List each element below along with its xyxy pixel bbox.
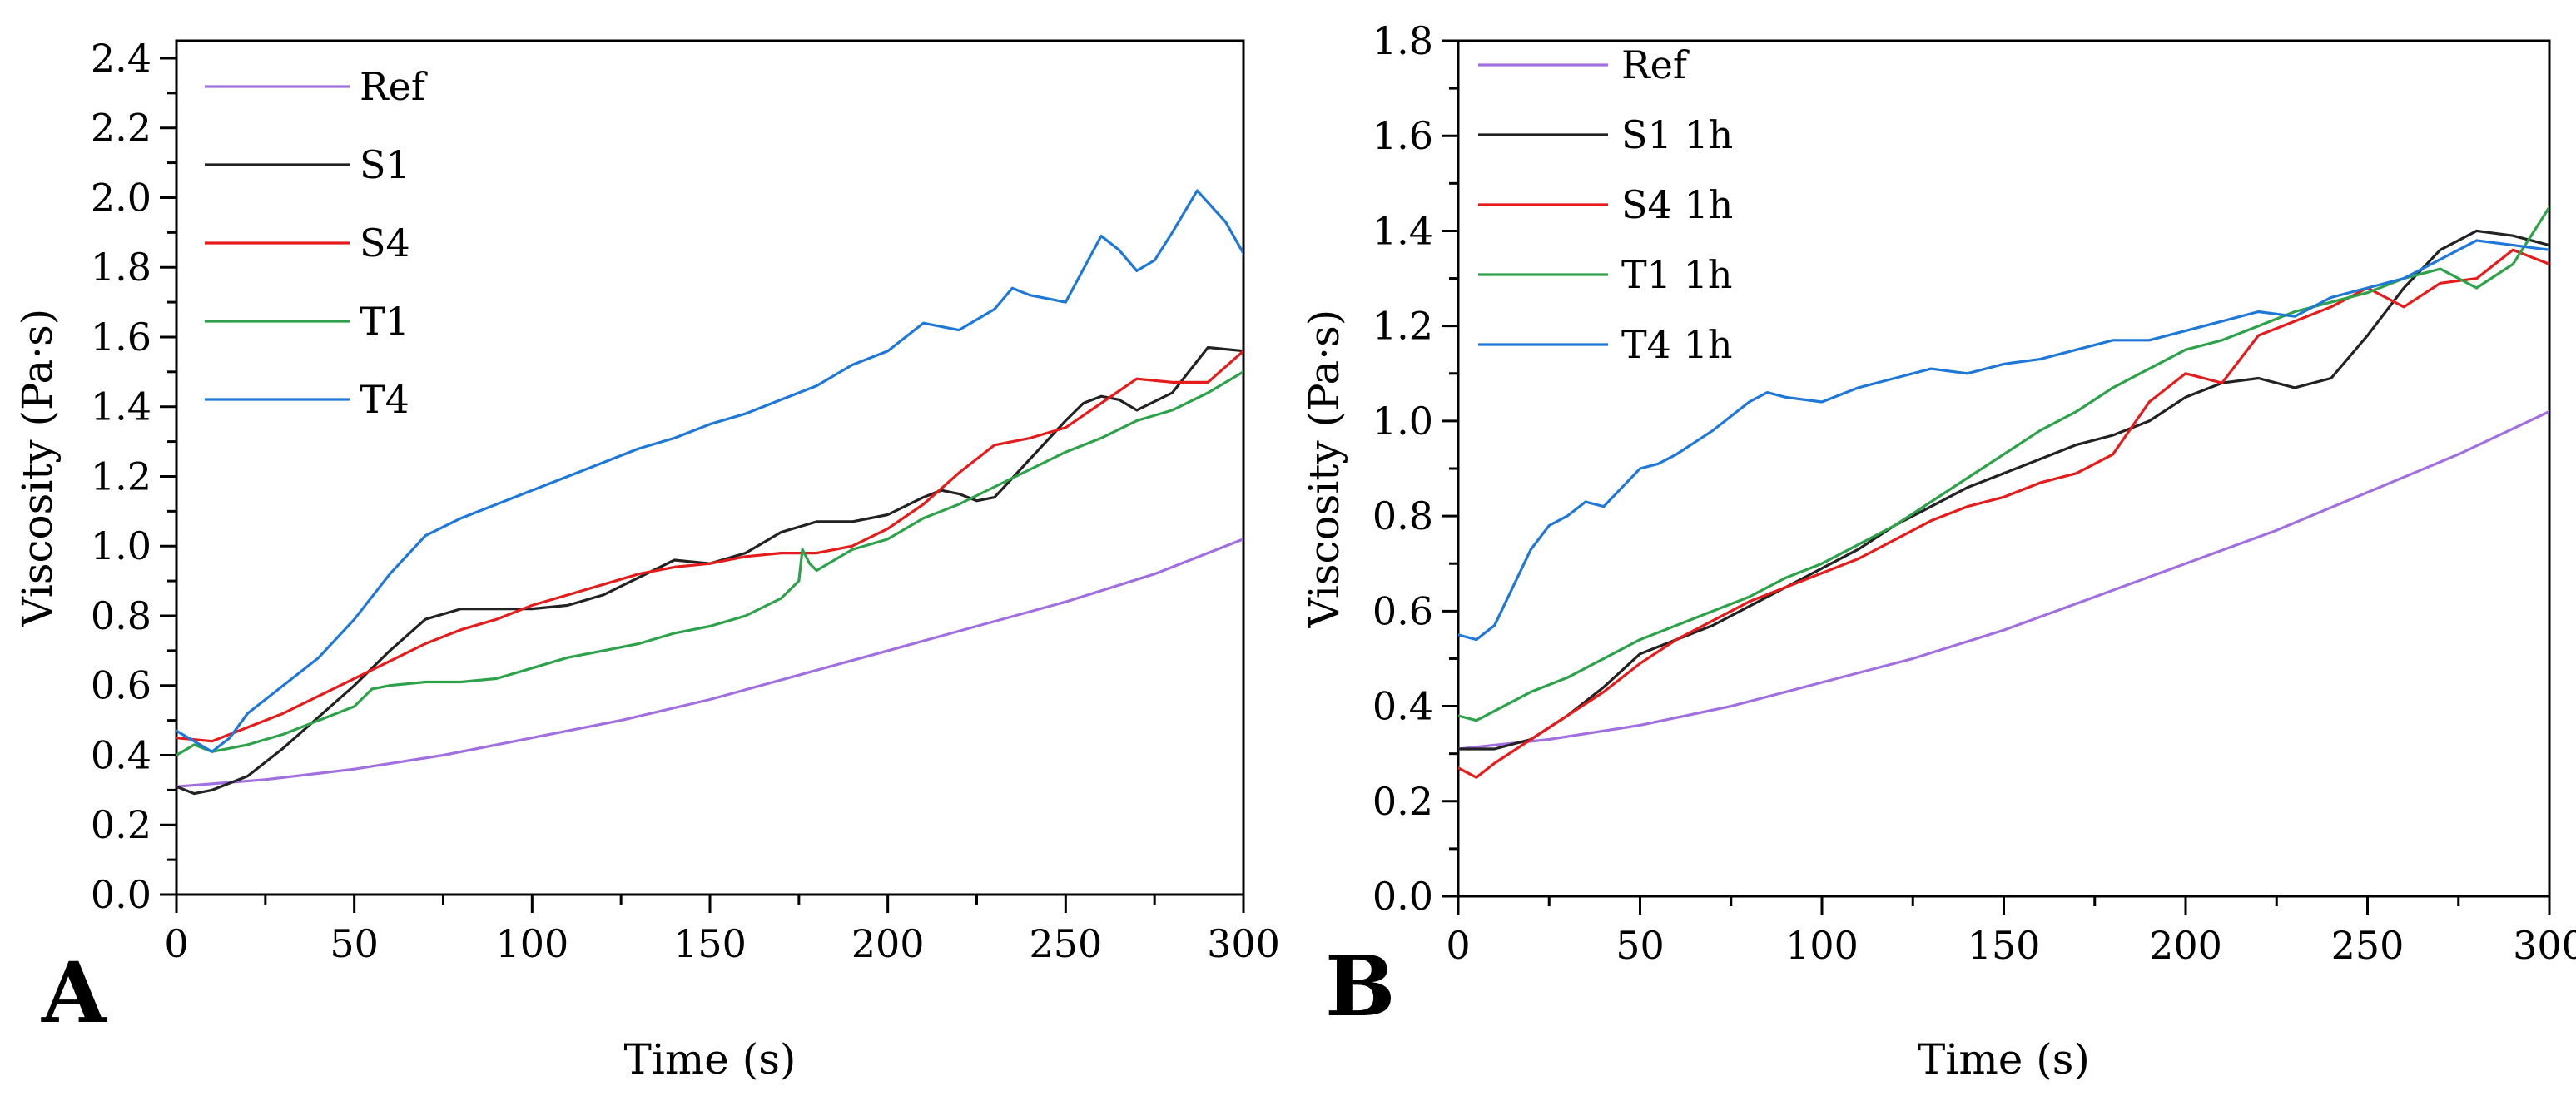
- series-line-t4-1h: [1458, 239, 2549, 642]
- legend-label: Ref: [360, 64, 428, 109]
- panel-label-a: A: [41, 944, 107, 1042]
- x-tick-label: 0: [164, 921, 188, 966]
- series-line-s4-1h: [1458, 248, 2549, 779]
- legend-label: S4 1h: [1621, 182, 1733, 227]
- y-tick-label: 2.4: [91, 36, 151, 81]
- series-line-s4: [176, 350, 1243, 743]
- series-line-t1: [176, 370, 1243, 757]
- legend-label: T4 1h: [1621, 322, 1732, 367]
- series-line-s1-1h: [1458, 229, 2549, 751]
- y-tick-label: 1.6: [91, 315, 151, 360]
- legend-label: Ref: [1621, 42, 1690, 87]
- y-tick-label: 0.2: [1372, 779, 1433, 824]
- x-tick-label: 150: [1968, 923, 2041, 968]
- legend-label: T1: [360, 299, 409, 344]
- x-tick-label: 250: [2331, 923, 2405, 968]
- y-tick-label: 1.8: [91, 245, 151, 290]
- x-tick-label: 300: [2513, 923, 2576, 968]
- x-tick-label: 200: [851, 921, 925, 966]
- x-tick-label: 0: [1446, 923, 1470, 968]
- y-tick-label: 0.4: [91, 732, 151, 777]
- y-tick-label: 1.2: [1372, 304, 1433, 349]
- legend-label: S1: [360, 142, 410, 187]
- plot-frame: [1457, 39, 2551, 898]
- x-tick-label: 50: [330, 921, 379, 966]
- x-tick-label: 300: [1207, 921, 1280, 966]
- y-tick-label: 1.4: [91, 384, 151, 429]
- series-line-ref: [1458, 409, 2549, 751]
- y-tick-label: 0.8: [1372, 493, 1433, 538]
- series-line-t4: [176, 189, 1243, 753]
- y-tick-label: 1.0: [1372, 399, 1433, 444]
- y-tick-label: 0.8: [91, 593, 151, 638]
- y-tick-label: 0.0: [91, 872, 151, 917]
- x-axis-title: Time (s): [1918, 1035, 2090, 1084]
- series-line-s1: [176, 345, 1243, 796]
- x-tick-label: 100: [1785, 923, 1859, 968]
- y-tick-label: 1.2: [91, 454, 151, 498]
- series-line-ref: [176, 538, 1243, 788]
- x-tick-label: 250: [1029, 921, 1102, 966]
- x-tick-label: 200: [2149, 923, 2222, 968]
- x-tick-label: 50: [1616, 923, 1665, 968]
- y-tick-label: 1.4: [1372, 208, 1433, 253]
- x-tick-label: 150: [673, 921, 747, 966]
- y-tick-label: 2.0: [91, 175, 151, 220]
- panel-label-b: B: [1325, 937, 1396, 1035]
- y-tick-label: 0.6: [91, 663, 151, 708]
- x-axis-title: Time (s): [624, 1035, 797, 1084]
- y-tick-label: 0.4: [1372, 684, 1433, 729]
- legend-label: T4: [360, 377, 409, 422]
- plot-frame: [175, 39, 1245, 896]
- y-tick-label: 1.0: [91, 523, 151, 568]
- y-tick-label: 0.2: [91, 802, 151, 847]
- y-tick-label: 0.6: [1372, 588, 1433, 633]
- y-tick-label: 0.0: [1372, 874, 1433, 919]
- y-tick-label: 1.8: [1372, 18, 1433, 63]
- y-tick-label: 1.6: [1372, 113, 1433, 158]
- series-line-t1-1h: [1458, 206, 2549, 722]
- x-tick-label: 100: [495, 921, 568, 966]
- legend-label: S1 1h: [1621, 112, 1733, 157]
- legend-label: T1 1h: [1621, 252, 1732, 297]
- y-axis-title: Viscosity (Pa·s): [13, 309, 62, 628]
- legend-label: S4: [360, 221, 410, 265]
- y-axis-title: Viscosity (Pa·s): [1300, 310, 1348, 629]
- chart-panel-b: 0 50 100 150 200 250 300 0.0 0.2 0.4 0.6 0.8 1.0 1.2 1…: [1300, 18, 2576, 1084]
- chart-panel-a: 0 50 100 150 200 250 300 0.0 0.2 0.4 0.6 0.8 1.0 1.2 1…: [13, 36, 1280, 1084]
- y-tick-label: 2.2: [91, 106, 151, 151]
